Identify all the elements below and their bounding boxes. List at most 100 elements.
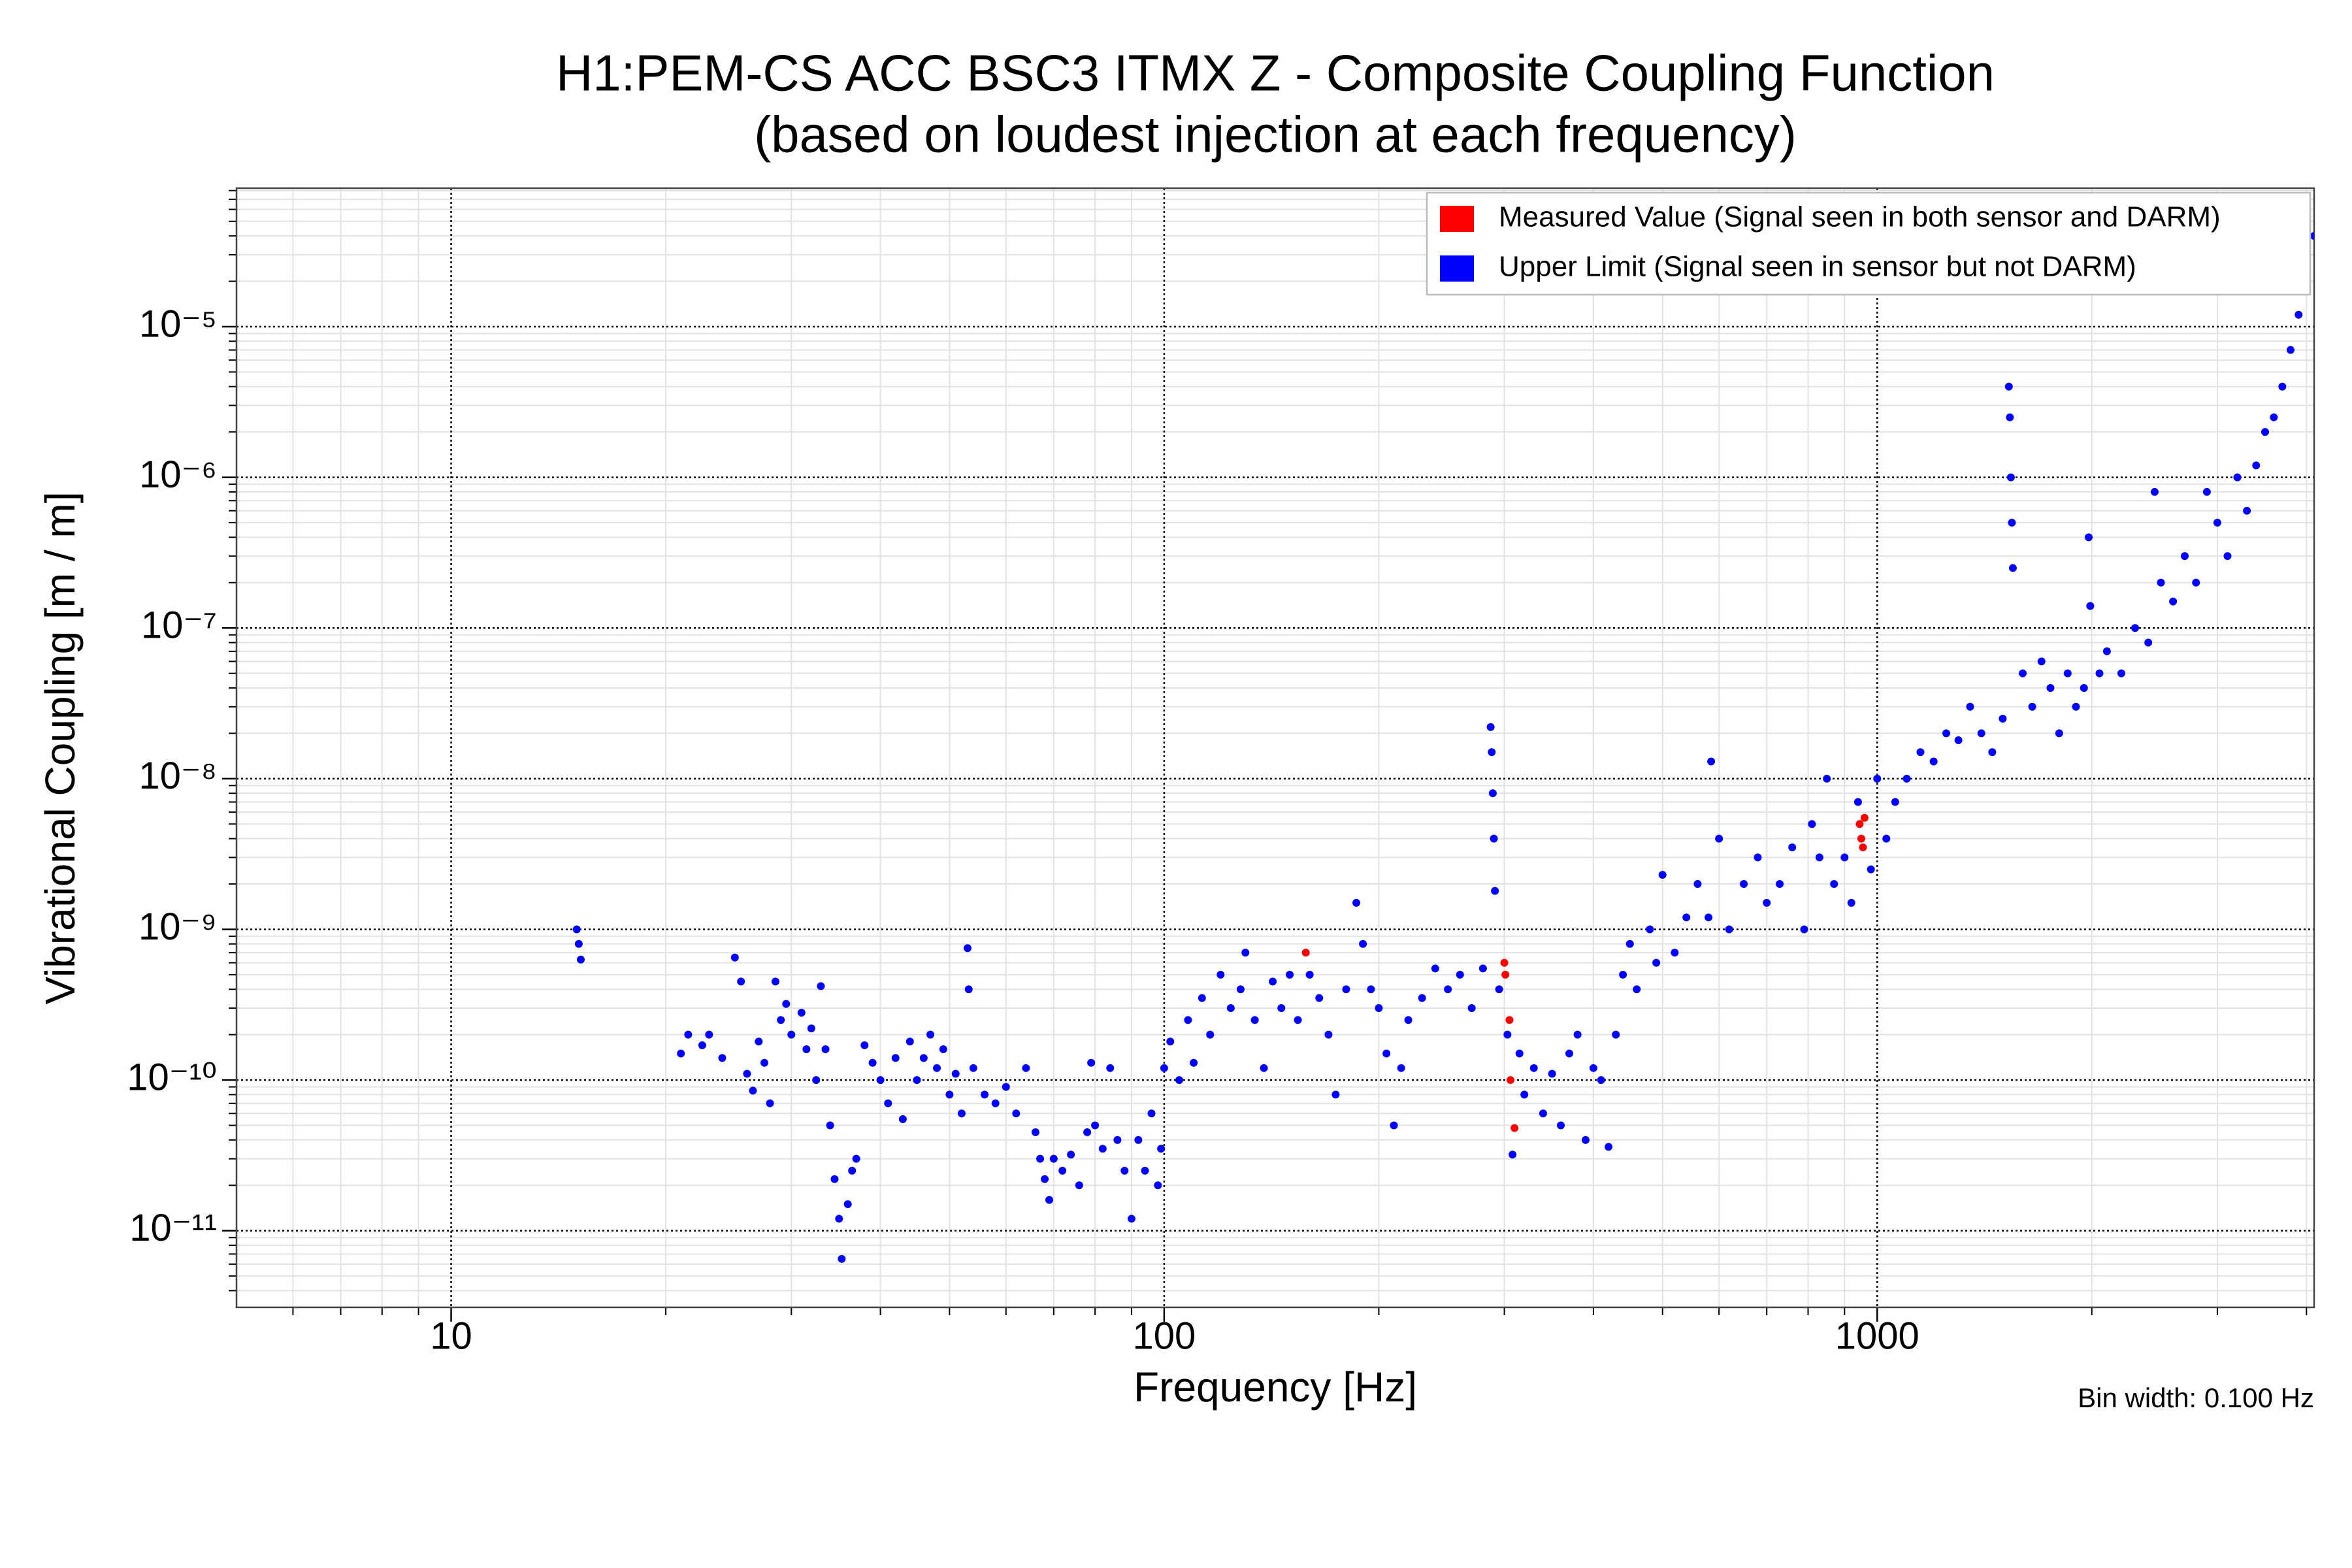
point xyxy=(1286,970,1294,979)
point xyxy=(1857,834,1865,843)
point xyxy=(1041,1175,1049,1183)
y-axis-label: Vibrational Coupling [m / m] xyxy=(37,492,84,1005)
point xyxy=(1605,1143,1613,1151)
point xyxy=(1573,1030,1582,1039)
point xyxy=(1160,1064,1168,1072)
point xyxy=(898,1115,907,1123)
point xyxy=(1049,1154,1058,1163)
x-axis-label: Frequency [Hz] xyxy=(1134,1364,1417,1411)
point xyxy=(2295,310,2303,319)
y-tick-label: 10⁻⁹ xyxy=(139,906,217,948)
point xyxy=(1134,1135,1143,1144)
point xyxy=(1929,757,1938,766)
y-tick-label: 10⁻⁶ xyxy=(139,453,217,496)
point xyxy=(2085,533,2093,542)
point xyxy=(991,1099,1000,1107)
point xyxy=(1067,1151,1075,1159)
point xyxy=(1277,1004,1286,1013)
point xyxy=(926,1030,935,1039)
point xyxy=(1491,887,1499,895)
point xyxy=(1397,1064,1405,1072)
point xyxy=(1431,964,1439,973)
point xyxy=(1045,1196,1054,1204)
point xyxy=(2006,473,2015,482)
point xyxy=(2169,597,2178,606)
point xyxy=(817,982,825,990)
point xyxy=(1725,925,1733,934)
point xyxy=(1315,994,1324,1002)
point xyxy=(1012,1109,1021,1118)
point xyxy=(782,1000,791,1008)
point xyxy=(1495,985,1503,994)
point xyxy=(1166,1037,1175,1046)
point xyxy=(1509,1151,1517,1159)
point xyxy=(1404,1016,1413,1024)
legend-swatch xyxy=(1440,255,1474,282)
plot-frame xyxy=(235,187,2315,1309)
point xyxy=(1646,925,1654,934)
point xyxy=(1250,1016,1259,1024)
point xyxy=(1217,970,1225,979)
point xyxy=(2072,702,2080,711)
point xyxy=(1198,994,1206,1002)
point xyxy=(1113,1135,1122,1144)
point xyxy=(1565,1049,1573,1058)
point xyxy=(1002,1083,1010,1091)
point xyxy=(2086,602,2095,610)
point xyxy=(2270,413,2278,421)
point xyxy=(1808,820,1816,828)
point xyxy=(1022,1064,1030,1072)
point xyxy=(2223,552,2232,561)
point xyxy=(1847,898,1855,907)
point xyxy=(2233,473,2242,482)
legend-swatch xyxy=(1440,206,1474,232)
point xyxy=(2102,647,2111,655)
point xyxy=(830,1175,839,1183)
point xyxy=(1658,871,1667,879)
point xyxy=(1269,977,1277,986)
point xyxy=(1127,1215,1135,1223)
data-layer xyxy=(572,232,2314,1263)
point xyxy=(2117,669,2125,678)
point xyxy=(1859,843,1867,851)
point xyxy=(1891,798,1899,806)
point xyxy=(1342,985,1350,994)
point xyxy=(1916,748,1925,757)
point xyxy=(1501,970,1510,979)
point xyxy=(1367,985,1375,994)
point xyxy=(1511,1124,1519,1132)
point xyxy=(969,1064,977,1072)
point xyxy=(1083,1128,1092,1137)
point xyxy=(1087,1058,1096,1067)
point xyxy=(1236,985,1245,994)
point xyxy=(1505,1016,1514,1024)
point xyxy=(797,1008,806,1017)
point xyxy=(1581,1135,1590,1144)
point xyxy=(2008,564,2017,572)
point xyxy=(2286,346,2295,354)
point xyxy=(1359,939,1367,948)
point xyxy=(1515,1049,1524,1058)
point xyxy=(1031,1128,1039,1137)
point xyxy=(1754,853,1762,862)
point xyxy=(1539,1109,1547,1118)
x-tick-label: 100 xyxy=(1132,1315,1196,1357)
point xyxy=(1382,1049,1391,1058)
point xyxy=(2278,382,2287,391)
point xyxy=(2037,657,2046,666)
point xyxy=(2019,669,2027,678)
point xyxy=(1390,1121,1398,1130)
point xyxy=(766,1099,774,1107)
point xyxy=(1776,880,1784,889)
point xyxy=(1788,843,1797,851)
point xyxy=(1157,1145,1166,1153)
point xyxy=(1488,789,1497,798)
point xyxy=(1106,1064,1115,1072)
point xyxy=(2095,669,2104,678)
point xyxy=(2192,578,2200,587)
point xyxy=(826,1121,834,1130)
point xyxy=(760,1058,768,1067)
y-tick-label: 10⁻¹⁰ xyxy=(127,1056,217,1098)
point xyxy=(945,1090,954,1099)
point xyxy=(1418,994,1426,1002)
